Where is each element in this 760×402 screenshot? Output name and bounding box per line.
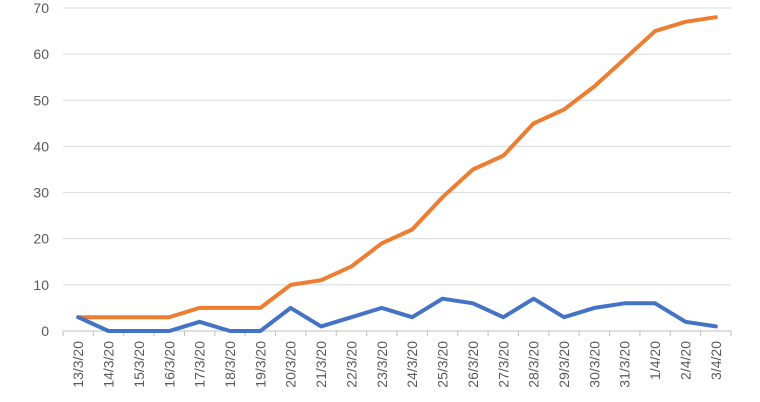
series-lines xyxy=(76,15,718,333)
y-tick-label: 20 xyxy=(33,231,49,247)
x-tick-label: 15/3/20 xyxy=(131,341,147,388)
x-tick-label: 31/3/20 xyxy=(617,341,633,388)
y-tick-label: 40 xyxy=(33,138,49,154)
x-tick-label: 3/4/20 xyxy=(708,341,724,380)
x-tick-label: 14/3/20 xyxy=(101,341,117,388)
y-tick-label: 0 xyxy=(41,323,49,339)
x-tick-label: 26/3/20 xyxy=(465,341,481,388)
x-tick-label: 2/4/20 xyxy=(677,341,693,380)
grid-lines xyxy=(62,7,732,336)
x-tick-label: 21/3/20 xyxy=(313,341,329,388)
x-tick-label: 25/3/20 xyxy=(435,341,451,388)
x-tick-label: 23/3/20 xyxy=(374,341,390,388)
y-tick-label: 10 xyxy=(33,277,49,293)
y-tick-label: 50 xyxy=(33,92,49,108)
x-tick-label: 20/3/20 xyxy=(283,341,299,388)
y-tick-label: 30 xyxy=(33,185,49,201)
series-line-1 xyxy=(76,15,718,320)
x-tick-label: 30/3/20 xyxy=(586,341,602,388)
x-tick-label: 18/3/20 xyxy=(222,341,238,388)
x-tick-label: 29/3/20 xyxy=(556,341,572,388)
y-tick-label: 60 xyxy=(33,46,49,62)
x-tick-label: 24/3/20 xyxy=(404,341,420,388)
y-axis-tick-labels: 0 10 20 30 40 50 60 70 xyxy=(33,0,49,339)
y-tick-label: 70 xyxy=(33,0,49,16)
x-tick-label: 13/3/20 xyxy=(70,341,86,388)
x-tick-label: 1/4/20 xyxy=(647,341,663,380)
x-tick-label: 19/3/20 xyxy=(252,341,268,388)
x-tick-label: 17/3/20 xyxy=(192,341,208,388)
x-tick-label: 22/3/20 xyxy=(343,341,359,388)
x-tick-label: 28/3/20 xyxy=(526,341,542,388)
x-tick-label: 16/3/20 xyxy=(161,341,177,388)
series-line-2 xyxy=(76,296,718,333)
x-axis-tick-labels: 13/3/20 14/3/20 15/3/20 16/3/20 17/3/20 18/3/… xyxy=(70,341,724,388)
x-tick-label: 27/3/20 xyxy=(495,341,511,388)
